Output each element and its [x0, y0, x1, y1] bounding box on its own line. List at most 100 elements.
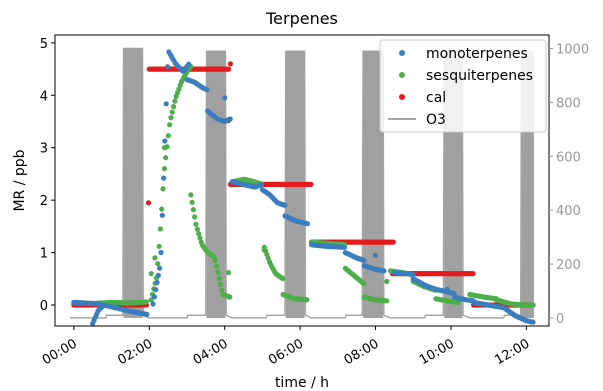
sesquiterpenes-point: [216, 275, 222, 281]
y-axis-right: 0 200 400 600 800 1000: [549, 42, 589, 327]
sesquiterpenes-point: [161, 166, 167, 172]
monoterpenes-point: [153, 287, 159, 293]
o3-line: [70, 47, 534, 319]
monoterpenes-point: [162, 138, 168, 144]
sesquiterpenes-point: [261, 247, 267, 253]
monoterpenes-point: [530, 319, 536, 325]
sesquiterpenes-point: [280, 275, 286, 282]
sesquiterpenes-point: [217, 281, 224, 287]
sesquiterpenes-point: [225, 269, 232, 276]
sesquiterpenes-point: [215, 269, 221, 275]
y2-tick-label: 600: [556, 150, 581, 165]
x-axis-label: time / h: [275, 375, 329, 391]
o3-plateau: [363, 51, 384, 318]
sesquiterpenes-point: [219, 287, 225, 293]
o3-plateau: [123, 48, 143, 318]
sesquiterpenes-point: [193, 221, 199, 227]
monoterpenes-point: [381, 268, 387, 274]
cal-point: [225, 66, 232, 72]
o3-plateau: [206, 51, 226, 318]
monoterpenes-point: [258, 182, 264, 188]
y-tick-label: 1: [40, 247, 48, 262]
sesquiterpenes-point: [143, 299, 149, 305]
legend-label-monoterpenes: monoterpenes: [426, 46, 528, 62]
sesquiterpenes-point: [304, 297, 310, 303]
sesquiterpenes-point: [196, 231, 202, 237]
sesquiterpenes-point: [165, 133, 171, 139]
monoterpenes-point: [186, 61, 192, 67]
sesquiterpenes-point: [384, 298, 390, 304]
legend-swatch-monoterpenes: [399, 50, 405, 56]
cal-point: [145, 200, 152, 206]
sesquiterpenes-point: [188, 192, 194, 198]
monoterpenes-point: [224, 117, 230, 124]
sesquiterpenes-point: [169, 109, 175, 115]
plot-frame: [54, 34, 550, 327]
sesquiterpenes-point: [530, 302, 536, 308]
cal-point: [390, 239, 396, 245]
sesquiterpenes-point: [155, 261, 161, 267]
sesquiterpenes-point: [171, 104, 177, 110]
legend-label-cal: cal: [426, 90, 446, 106]
monoterpenes-point: [165, 64, 171, 70]
sesquiterpenes-point: [192, 214, 198, 220]
monoterpenes-point: [151, 294, 157, 300]
y-tick-label: 0: [40, 299, 48, 314]
y-tick-label: 2: [40, 194, 48, 209]
sesquiterpenes-point: [172, 98, 178, 104]
y-tick-label: 5: [40, 37, 48, 52]
monoterpenes-point: [410, 272, 416, 278]
sesquiterpenes-point: [157, 226, 163, 232]
sesquiterpenes-point: [156, 243, 162, 249]
monoterpenes-point: [158, 249, 164, 256]
cal-point: [308, 181, 314, 187]
monoterpenes-point: [341, 244, 347, 250]
monoterpenes-point: [451, 290, 457, 296]
monoterpenes-point: [150, 301, 156, 307]
sesquiterpenes-point: [160, 186, 166, 192]
y-tick-label: 3: [40, 142, 48, 157]
monoterpenes-point: [155, 272, 161, 278]
y2-tick-label: 1000: [556, 42, 589, 57]
sesquiterpenes-point: [168, 115, 174, 121]
y2-tick-label: 800: [556, 96, 581, 111]
legend-label-o3: O3: [426, 112, 446, 128]
sesquiterpenes-point: [161, 145, 167, 151]
sesquiterpenes-point: [212, 257, 218, 264]
cal-point: [227, 61, 233, 67]
legend-swatch-cal: [399, 94, 405, 100]
sesquiterpenes-point: [194, 226, 200, 232]
sesquiterpenes-point: [361, 281, 367, 287]
legend-swatch-sesquiterpenes: [399, 72, 405, 78]
monoterpenes-series: [71, 49, 536, 326]
y-axis-left: 0 1 2 3 4 5: [40, 37, 55, 314]
legend-label-sesquiterpenes: sesquiterpenes: [426, 68, 533, 84]
monoterpenes-point: [304, 221, 311, 227]
sesquiterpenes-point: [148, 271, 154, 277]
monoterpenes-point: [372, 252, 379, 258]
y2-tick-label: 400: [556, 204, 581, 219]
monoterpenes-point: [144, 311, 150, 317]
monoterpenes-point: [204, 87, 210, 93]
monoterpenes-point: [154, 279, 160, 286]
y2-tick-label: 200: [556, 258, 581, 273]
y-axis-label: MR / ppb: [12, 149, 28, 211]
sesquiterpenes-point: [455, 299, 461, 305]
sesquiterpenes-point: [167, 122, 173, 128]
sesquiterpenes-point: [189, 199, 195, 205]
sesquiterpenes-point: [190, 207, 196, 213]
legend: monoterpenes sesquiterpenes cal O3: [379, 39, 547, 133]
sesquiterpenes-point: [227, 294, 233, 300]
sesquiterpenes-point: [197, 235, 203, 241]
sesquiterpenes-point: [163, 155, 169, 161]
sesquiterpenes-point: [159, 206, 165, 212]
monoterpenes-point: [222, 95, 228, 101]
sesquiterpenes-point: [384, 278, 390, 284]
y2-tick-label: 0: [556, 312, 564, 327]
monoterpenes-point: [444, 286, 450, 292]
monoterpenes-point: [161, 175, 167, 181]
monoterpenes-point: [361, 257, 367, 263]
cal-point: [470, 271, 476, 277]
sesquiterpenes-point: [214, 263, 220, 269]
chart-title: Terpenes: [265, 9, 338, 28]
